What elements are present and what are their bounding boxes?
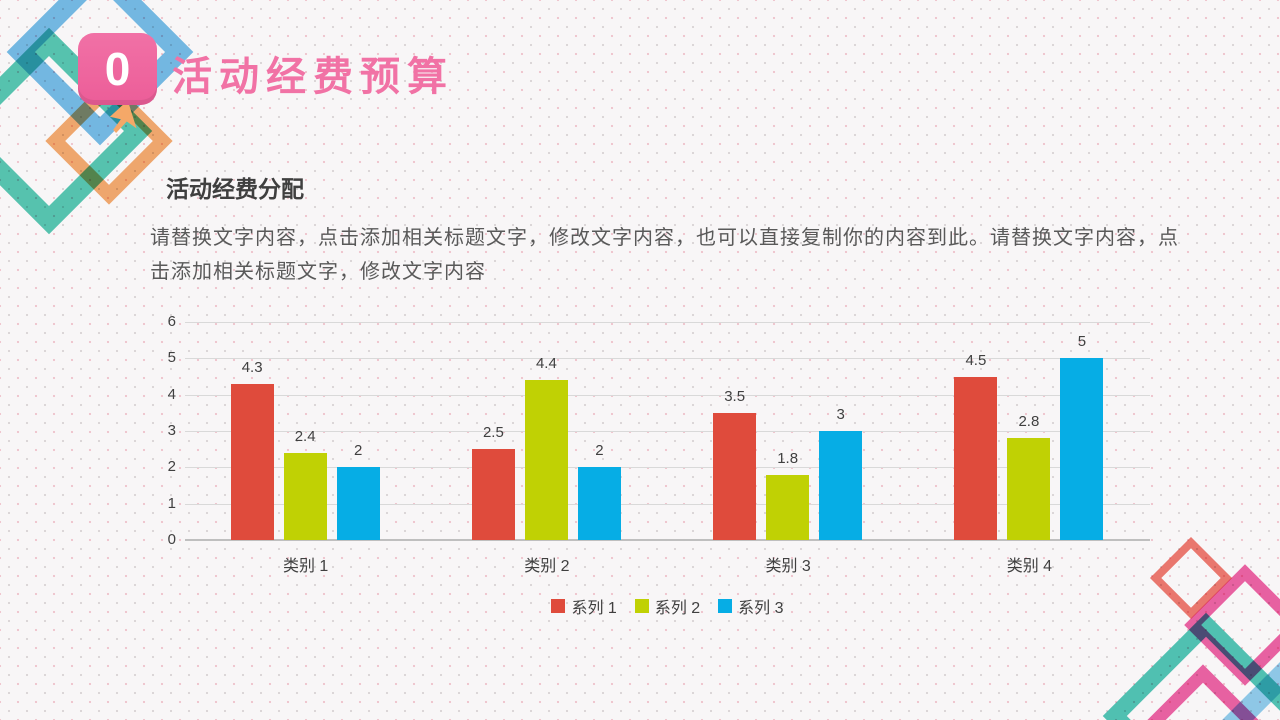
legend-item: 系列 1 xyxy=(551,594,617,618)
bar xyxy=(819,431,863,540)
category-label: 类别 2 xyxy=(524,558,570,575)
bar-value-label: 2.4 xyxy=(294,427,316,445)
bar xyxy=(1007,438,1051,540)
chapter-number-badge: 0 xyxy=(78,33,157,105)
bar-value-label: 2 xyxy=(353,442,363,460)
legend-swatch-icon xyxy=(718,599,733,613)
legend-item: 系列 3 xyxy=(718,594,784,618)
slide-title: 活动经费预算 xyxy=(172,55,454,99)
bar xyxy=(766,474,810,540)
x-axis-line xyxy=(185,539,1150,541)
bar-value-label: 4.4 xyxy=(535,355,557,373)
y-tick-label: 5 xyxy=(167,349,176,367)
grid-line xyxy=(185,394,1150,396)
body-text: 请替换文字内容，点击添加相关标题文字，修改文字内容，也可以直接复制你的内容到此。… xyxy=(150,227,1179,283)
legend-label: 系列 1 xyxy=(571,600,617,617)
bar xyxy=(230,383,274,540)
bar xyxy=(283,452,327,540)
bar-value-label: 3 xyxy=(836,406,845,423)
bar xyxy=(954,376,998,540)
bar xyxy=(1060,358,1104,540)
bar-value-label: 2.8 xyxy=(1018,413,1040,431)
y-tick-label: 4 xyxy=(167,385,176,403)
bar-chart: 4.3 2.5 3.5 4.5 2.4 4.4 1.8 2.8 2 2 3 5 0 1 2 3 4 5 6 类别 … xyxy=(150,313,1160,618)
category-label: 类别 3 xyxy=(765,558,811,575)
bar-value-label: 2 xyxy=(595,442,604,460)
legend-item: 系列 2 xyxy=(634,594,701,618)
bar-value-label: 4.3 xyxy=(241,358,263,376)
section-heading: 活动经费分配 xyxy=(166,176,304,202)
legend-label: 系列 3 xyxy=(738,600,784,617)
category-label: 类别 4 xyxy=(1006,558,1053,575)
bar xyxy=(336,467,380,540)
bar-value-label: 5 xyxy=(1077,333,1087,351)
y-tick-label: 6 xyxy=(167,313,176,330)
bar-value-label: 3.5 xyxy=(724,387,746,405)
grid-line xyxy=(185,358,1150,360)
chart-plot-area: 4.3 2.5 3.5 4.5 2.4 4.4 1.8 2.8 2 2 3 5 xyxy=(185,322,1150,541)
chart-legend: 系列 1 系列 2 系列 3 xyxy=(185,594,1150,618)
grid-line xyxy=(185,467,1150,469)
category-label: 类别 1 xyxy=(282,558,329,575)
chapter-number: 0 xyxy=(104,43,131,95)
bar-value-label: 2.5 xyxy=(482,424,504,442)
legend-label: 系列 2 xyxy=(654,600,701,617)
bar-value-label: 1.8 xyxy=(777,449,799,467)
bar xyxy=(713,412,757,540)
bar-value-label: 4.5 xyxy=(965,351,987,369)
grid-line xyxy=(185,431,1150,432)
y-tick-label: 2 xyxy=(167,458,176,476)
legend-swatch-icon xyxy=(551,599,566,613)
y-tick-label: 3 xyxy=(167,422,176,439)
legend-swatch-icon xyxy=(634,599,649,613)
y-tick-label: 0 xyxy=(167,531,176,548)
bar xyxy=(524,380,568,540)
bar xyxy=(471,449,515,540)
bar xyxy=(577,467,621,540)
grid-line xyxy=(185,322,1150,323)
y-tick-label: 1 xyxy=(167,494,176,512)
grid-line xyxy=(185,503,1150,505)
